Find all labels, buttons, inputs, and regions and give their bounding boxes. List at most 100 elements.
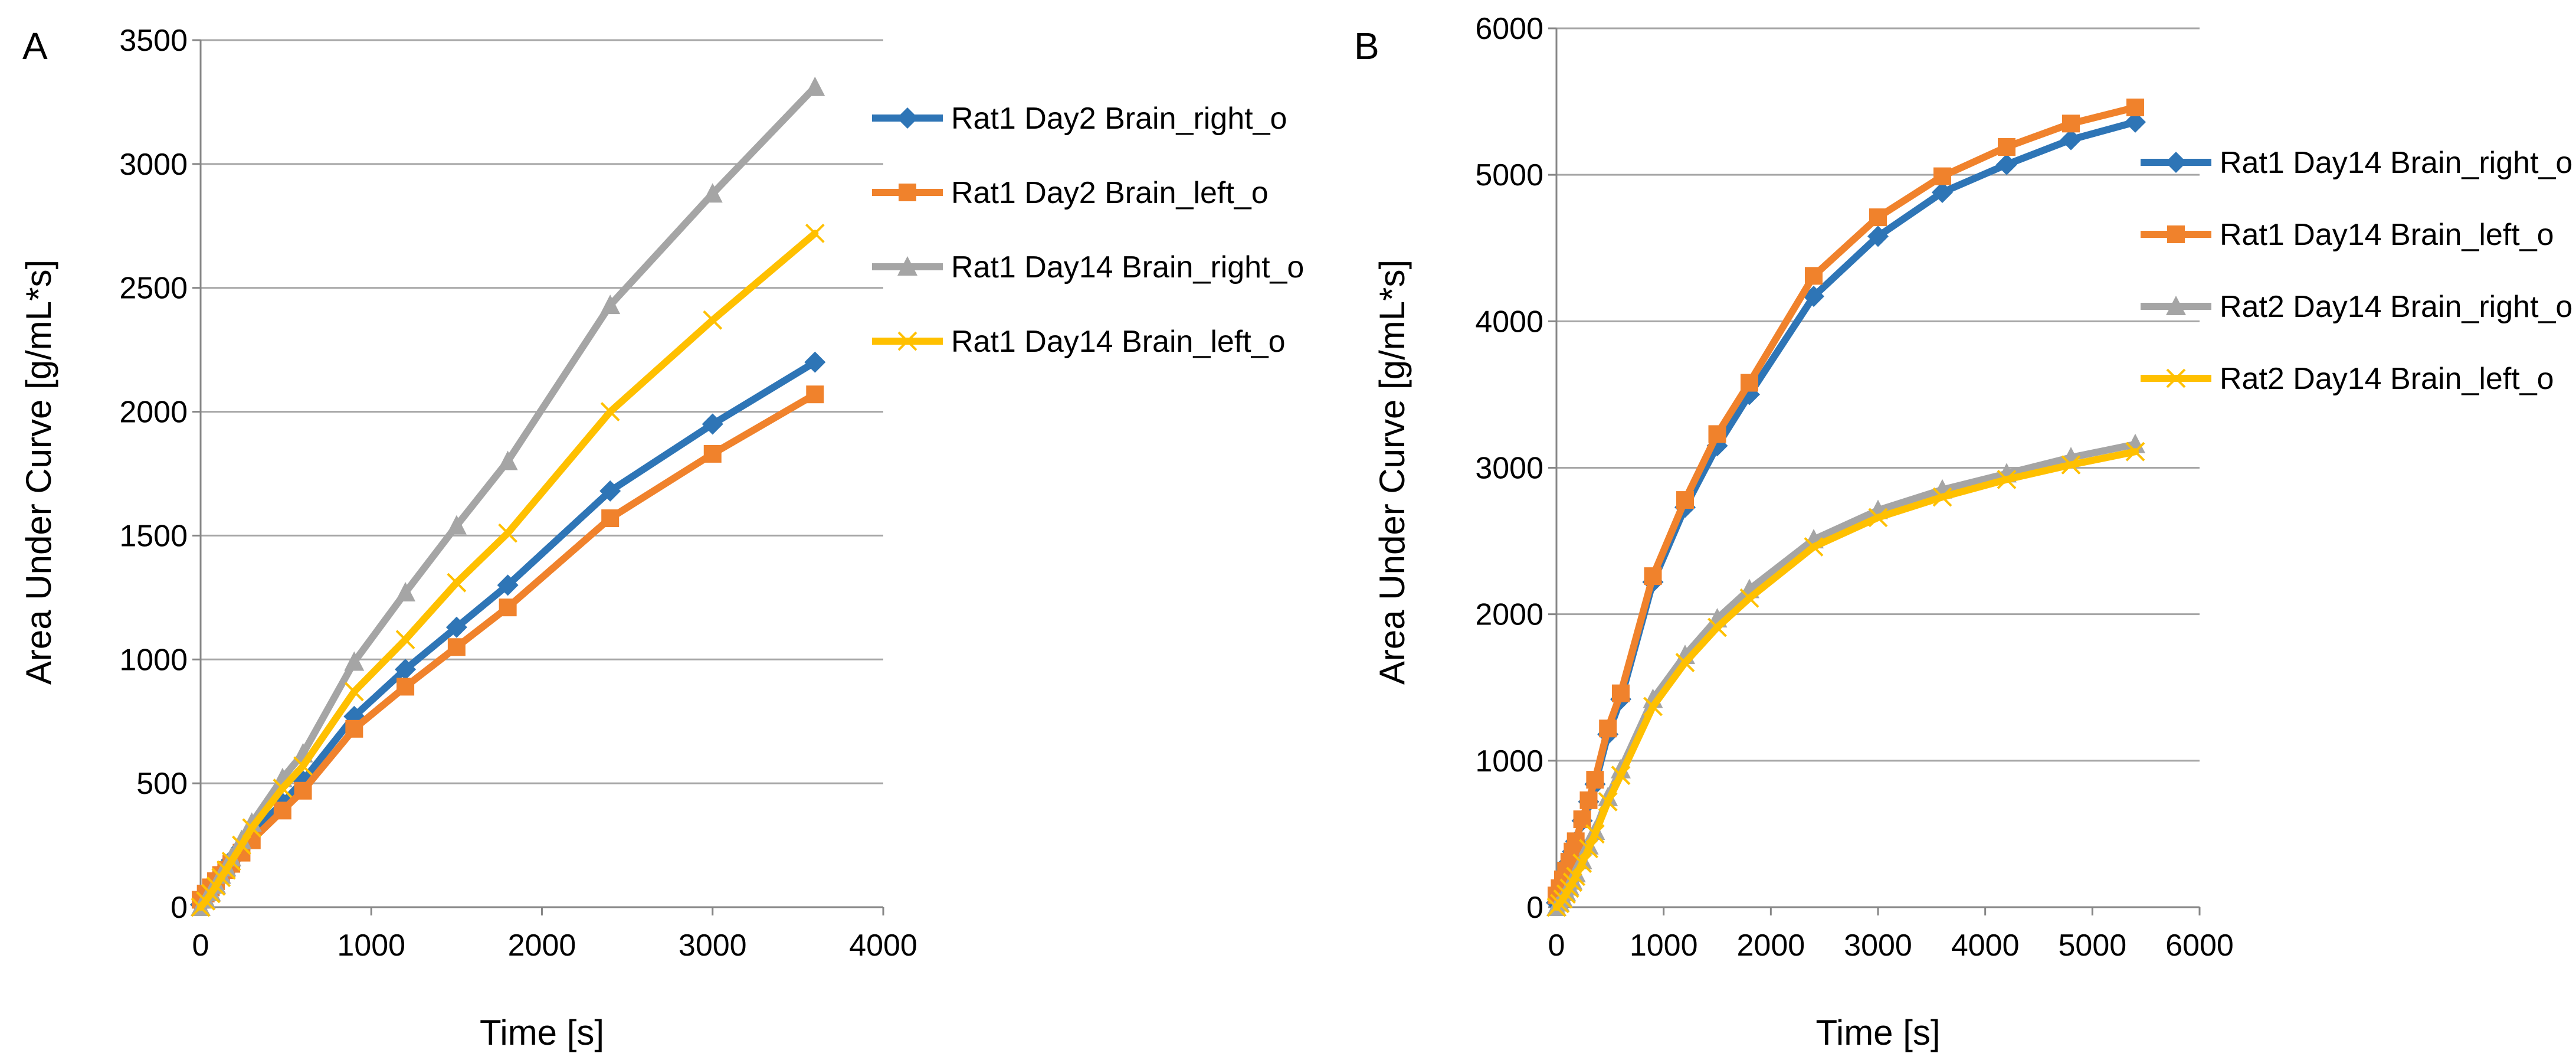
chart-b-data-point (1869, 208, 1887, 227)
chart-panel-b: B 0 1000 2000 3000 4000 5000 6000 0 1000 2000 3000… (1354, 12, 2572, 1052)
chart-a-data-point (499, 598, 517, 617)
panel-letter-a: A (22, 25, 48, 67)
chart-a-series-1 (190, 351, 826, 915)
chart-a-data-point (206, 876, 226, 896)
chart-b-data-point (1585, 824, 1605, 844)
chart-b-data-point (1644, 567, 1662, 586)
chart-a-data-point (805, 223, 825, 243)
chart-b-series-4 (1546, 441, 2145, 917)
chart-b-data-point (1643, 696, 1663, 717)
chart-b-x-tick-label: 2000 (1736, 928, 1805, 963)
chart-b-legend-marker (2167, 225, 2185, 243)
chart-b-data-point (1579, 839, 1598, 859)
chart-a-data-point (395, 659, 417, 681)
chart-b-data-point (1741, 374, 1758, 392)
chart-a-series-4 (191, 223, 825, 917)
chart-b-data-point (1996, 153, 2017, 175)
chart-a-data-point (600, 402, 620, 421)
chart-b-x-tick-label: 3000 (1844, 928, 1912, 963)
chart-b-legend-label: Rat1 Day14 Brain_left_o (2220, 218, 2554, 252)
chart-b-data-point (1804, 537, 1824, 557)
chart-b-data-point (1739, 588, 1759, 608)
chart-b-legend-label: Rat1 Day14 Brain_right_o (2220, 146, 2572, 180)
chart-a-data-point (221, 851, 241, 871)
chart-a-data-point (498, 523, 518, 543)
chart-a-data-point (600, 295, 621, 315)
chart-a-data-point (497, 574, 519, 596)
chart-b-y-tick-label: 4000 (1475, 305, 1543, 339)
chart-b-data-point (1675, 653, 1695, 672)
chart-b-data-point (1708, 425, 1726, 443)
chart-a-x-tick-label: 1000 (337, 928, 405, 963)
chart-b-data-point (1579, 791, 1598, 809)
chart-a-x-tick-label: 2000 (508, 928, 576, 963)
chart-b-y-tick-label: 6000 (1475, 12, 1543, 46)
chart-a-legend-label: Rat1 Day14 Brain_left_o (951, 325, 1286, 359)
chart-b-data-point (1562, 872, 1582, 892)
chart-b-data-point (2060, 129, 2082, 151)
chart-b-series-2 (1548, 99, 2144, 905)
chart-b-data-point (1932, 181, 1953, 203)
chart-a-data-point (447, 573, 467, 593)
chart-b-data-point (1867, 225, 1889, 247)
chart-b-data-point (1932, 487, 1952, 507)
chart-b-data-point (1612, 684, 1630, 702)
chart-b-data-point (2125, 441, 2145, 462)
chart-a-y-tick-label: 3000 (119, 148, 188, 182)
chart-a-data-point (396, 678, 415, 696)
chart-a-legend-entry: Rat1 Day14 Brain_right_o (872, 250, 1304, 284)
chart-b-x-tick-label: 0 (1548, 928, 1565, 963)
chart-a-data-point (395, 581, 416, 601)
chart-b-data-point (1676, 491, 1694, 509)
chart-b-legend-marker (2166, 368, 2186, 388)
chart-a-data-point (702, 413, 723, 435)
chart-b-data-point (1572, 853, 1592, 873)
chart-b-x-tick-label: 6000 (2165, 928, 2234, 963)
chart-a-data-point (702, 183, 723, 203)
chart-b-data-point (2062, 115, 2080, 133)
chart-b-legend-entry: Rat2 Day14 Brain_right_o (2141, 290, 2572, 324)
chart-a-data-point (703, 444, 722, 463)
chart-a-series-line (197, 358, 819, 908)
chart-a-data-point (806, 385, 824, 404)
chart-b-data-point (1599, 719, 1617, 738)
chart-b-data-point (1598, 791, 1618, 812)
chart-a-y-tick-label: 1000 (119, 643, 188, 677)
chart-a-legend-entry: Rat1 Day2 Brain_left_o (872, 176, 1269, 210)
panel-letter-b: B (1354, 25, 1379, 67)
chart-a-legend-label: Rat1 Day14 Brain_right_o (951, 250, 1304, 284)
chart-b-legend-entry: Rat1 Day14 Brain_left_o (2141, 218, 2554, 252)
chart-a-x-tick-label: 0 (192, 928, 209, 963)
chart-a-y-tick-label: 2000 (119, 395, 188, 430)
chart-b-data-point (1611, 766, 1631, 786)
chart-a-data-point (273, 802, 291, 820)
chart-a-data-point (446, 515, 467, 535)
chart-a-legend-marker (897, 256, 917, 276)
chart-a-data-point (601, 509, 620, 528)
chart-b-x-tick-label: 5000 (2058, 928, 2126, 963)
chart-b-data-point (1573, 810, 1591, 829)
chart-a-data-point (242, 818, 262, 838)
chart-b-legend-entry: Rat1 Day14 Brain_right_o (2141, 146, 2572, 180)
chart-a-legend-marker (899, 184, 916, 201)
chart-a-x-tick-label: 4000 (849, 928, 917, 963)
chart-b-data-point (1998, 138, 2015, 156)
chart-a-legend-entry: Rat1 Day2 Brain_right_o (872, 102, 1287, 136)
chart-a-y-tick-label: 1500 (119, 519, 188, 553)
chart-b-data-point (1707, 617, 1727, 637)
chart-b-data-point (2061, 455, 2081, 475)
chart-b-data-point (1556, 884, 1576, 904)
chart-b-x-tick-label: 4000 (1951, 928, 2020, 963)
chart-b-data-point (1586, 771, 1604, 789)
chart-b-x-axis-title: Time [s] (1815, 1013, 1940, 1052)
chart-a-legend-marker (897, 107, 918, 129)
chart-a-data-point (216, 860, 236, 880)
chart-b-series-line (1553, 118, 2139, 907)
chart-b-data-point (1559, 878, 1579, 898)
chart-a-data-point (804, 351, 826, 373)
chart-b-data-point (1997, 469, 2017, 489)
chart-a-data-point (445, 616, 467, 638)
chart-b-data-point (1868, 508, 1888, 528)
chart-a-legend-entry: Rat1 Day14 Brain_left_o (872, 325, 1286, 359)
chart-a-data-point (805, 76, 825, 96)
